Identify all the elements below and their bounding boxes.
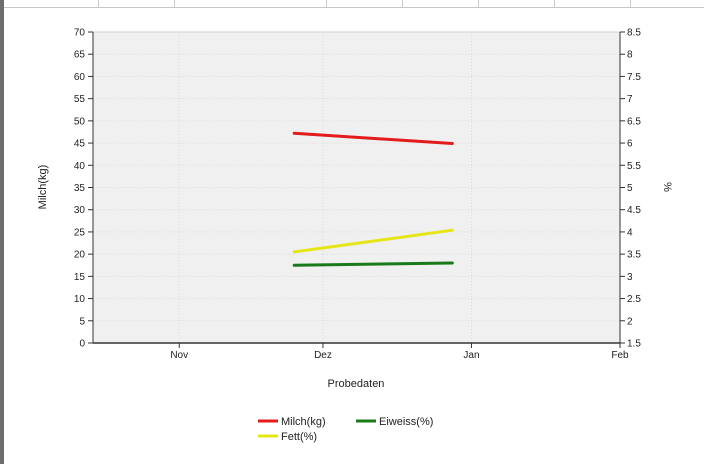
y-tick-label: 65	[74, 50, 86, 61]
window-left-border	[0, 0, 4, 464]
legend-label-eiweiss: Eiweiss(%)	[379, 416, 433, 428]
y2-tick-label: 2.5	[627, 294, 641, 305]
legend-label-fett: Fett(%)	[281, 431, 317, 443]
y2-tick-label: 1.5	[627, 339, 641, 350]
y-tick-label: 45	[74, 139, 86, 150]
y2-axis-title: %	[661, 182, 673, 192]
y-tick-label: 20	[74, 250, 86, 261]
y2-tick-label: 5	[627, 183, 633, 194]
legend: Milch(kg) Eiweiss(%) Fett(%)	[258, 416, 433, 443]
x-tick-label: Nov	[170, 350, 188, 361]
x-axis-title: Probedaten	[328, 378, 385, 390]
y-axis-ticks: 0 5 10 15 20 25 30 35 40 45 50 55 60 65 70	[74, 28, 93, 350]
y-tick-label: 35	[74, 183, 86, 194]
y2-tick-label: 5.5	[627, 161, 641, 172]
y2-tick-label: 6.5	[627, 116, 641, 127]
y2-tick-label: 2	[627, 316, 633, 327]
y-tick-label: 40	[74, 161, 86, 172]
x-axis-ticks: Nov Dez Jan Feb	[170, 343, 629, 361]
table-header-strip	[4, 0, 704, 8]
grid-lines	[93, 32, 620, 343]
y2-tick-label: 4	[627, 227, 633, 238]
table-column-divider	[326, 0, 327, 8]
series-layer	[292, 131, 454, 267]
y2-tick-label: 7.5	[627, 72, 641, 83]
y-tick-label: 15	[74, 272, 86, 283]
y2-tick-label: 3	[627, 272, 633, 283]
y2-tick-label: 8.5	[627, 28, 641, 39]
y2-axis-ticks: 1.5 2 2.5 3 3.5 4 4.5 5 5.5 6 6.5 7 7.5 8 8.5	[620, 28, 641, 350]
y2-tick-label: 4.5	[627, 205, 641, 216]
y2-tick-label: 8	[627, 50, 633, 61]
y2-tick-label: 7	[627, 94, 633, 105]
y-tick-label: 70	[74, 28, 86, 39]
y-tick-label: 0	[79, 339, 85, 350]
series-line-fett	[292, 228, 454, 254]
table-column-divider	[554, 0, 555, 8]
y2-tick-label: 6	[627, 139, 633, 150]
y-tick-label: 10	[74, 294, 86, 305]
y-tick-label: 50	[74, 116, 86, 127]
table-column-divider	[478, 0, 479, 8]
table-column-divider	[402, 0, 403, 8]
x-tick-label: Dez	[314, 350, 332, 361]
x-tick-label: Jan	[463, 350, 479, 361]
x-tick-label: Feb	[611, 350, 629, 361]
y2-tick-label: 3.5	[627, 250, 641, 261]
y-axis-title: Milch(kg)	[37, 165, 49, 210]
series-line-eiweiss	[292, 261, 454, 267]
y-tick-label: 25	[74, 227, 86, 238]
legend-label-milch: Milch(kg)	[281, 416, 326, 428]
table-column-divider	[630, 0, 631, 8]
y-tick-label: 5	[79, 316, 85, 327]
table-column-divider	[174, 0, 175, 8]
y-tick-label: 55	[74, 94, 86, 105]
table-column-divider	[98, 0, 99, 8]
y-tick-label: 30	[74, 205, 86, 216]
y-tick-label: 60	[74, 72, 86, 83]
series-line-milchkg	[292, 131, 454, 145]
